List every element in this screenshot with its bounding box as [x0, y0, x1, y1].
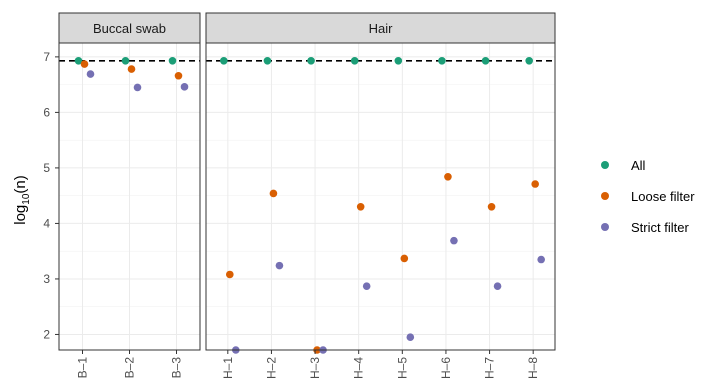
- x-tick-label: H–8: [526, 357, 540, 379]
- x-tick-label: B–1: [76, 357, 90, 379]
- data-point: [220, 56, 228, 65]
- data-point: [174, 71, 183, 80]
- x-tick-label: H–7: [483, 357, 497, 379]
- legend-label: Strict filter: [631, 220, 689, 235]
- data-point: [168, 56, 177, 65]
- facet-strip-label: Hair: [369, 21, 394, 36]
- data-point: [493, 282, 502, 290]
- data-point: [400, 254, 409, 263]
- y-tick-label: 3: [43, 272, 50, 286]
- data-point: [307, 56, 315, 65]
- data-point: [537, 255, 545, 264]
- data-point: [487, 202, 496, 211]
- data-point: [180, 83, 189, 91]
- y-tick-labels: 2 3 4 5 6 7: [43, 50, 59, 341]
- x-tick-label: H–3: [308, 357, 322, 379]
- data-point: [438, 56, 446, 65]
- data-point: [531, 180, 539, 188]
- legend: All Loose filter Strict filter: [601, 158, 695, 235]
- data-point: [362, 282, 371, 290]
- x-tick-label: H–2: [264, 357, 278, 379]
- data-point: [269, 189, 278, 198]
- facet-strip: [205, 12, 556, 44]
- legend-key: [601, 192, 609, 200]
- x-tick-label: H–5: [395, 357, 409, 379]
- y-tick-label: 5: [43, 161, 50, 175]
- svg-text:log10(n): log10(n): [12, 175, 32, 225]
- data-point: [133, 83, 142, 92]
- data-point: [525, 56, 533, 65]
- legend-label: Loose filter: [631, 189, 695, 204]
- facet-panel: Hair H–1 H–2 H–3 H–4 H–5 H–6 H–7 H–8: [205, 12, 556, 379]
- y-axis-title-subscript: 10: [21, 193, 32, 205]
- data-point: [444, 172, 452, 181]
- data-point: [275, 261, 284, 270]
- x-tick-label: B–2: [123, 357, 137, 379]
- x-tick-label: B–3: [170, 357, 184, 379]
- y-tick-label: 6: [43, 105, 50, 119]
- y-tick-label: 4: [43, 216, 50, 230]
- x-tick-label: H–1: [221, 357, 235, 379]
- legend-label: All: [631, 158, 646, 173]
- data-point: [406, 333, 415, 342]
- data-point: [263, 56, 272, 65]
- facet-panel: Buccal swab B–1 B–2 B–3: [58, 12, 201, 379]
- data-point: [450, 236, 458, 245]
- data-point: [127, 65, 136, 73]
- y-axis-title-base: log: [12, 205, 29, 225]
- data-point: [356, 202, 365, 211]
- y-tick-label: 7: [43, 50, 50, 64]
- data-point: [394, 56, 403, 65]
- facet-strip-label: Buccal swab: [93, 21, 166, 36]
- data-point: [80, 60, 89, 68]
- panel-border: [205, 42, 556, 351]
- data-point: [74, 56, 83, 65]
- legend-key: [601, 161, 609, 169]
- data-point: [86, 70, 95, 78]
- x-tick-label: H–4: [352, 357, 366, 379]
- x-tick-label: H–6: [439, 357, 453, 379]
- y-axis-title: log10(n): [12, 175, 32, 225]
- y-axis-title-argument: (n): [12, 175, 29, 193]
- legend-key: [601, 223, 609, 231]
- data-point: [226, 270, 234, 279]
- data-point: [121, 56, 130, 65]
- data-point: [350, 56, 359, 65]
- y-tick-label: 2: [43, 327, 50, 341]
- data-point: [481, 56, 490, 65]
